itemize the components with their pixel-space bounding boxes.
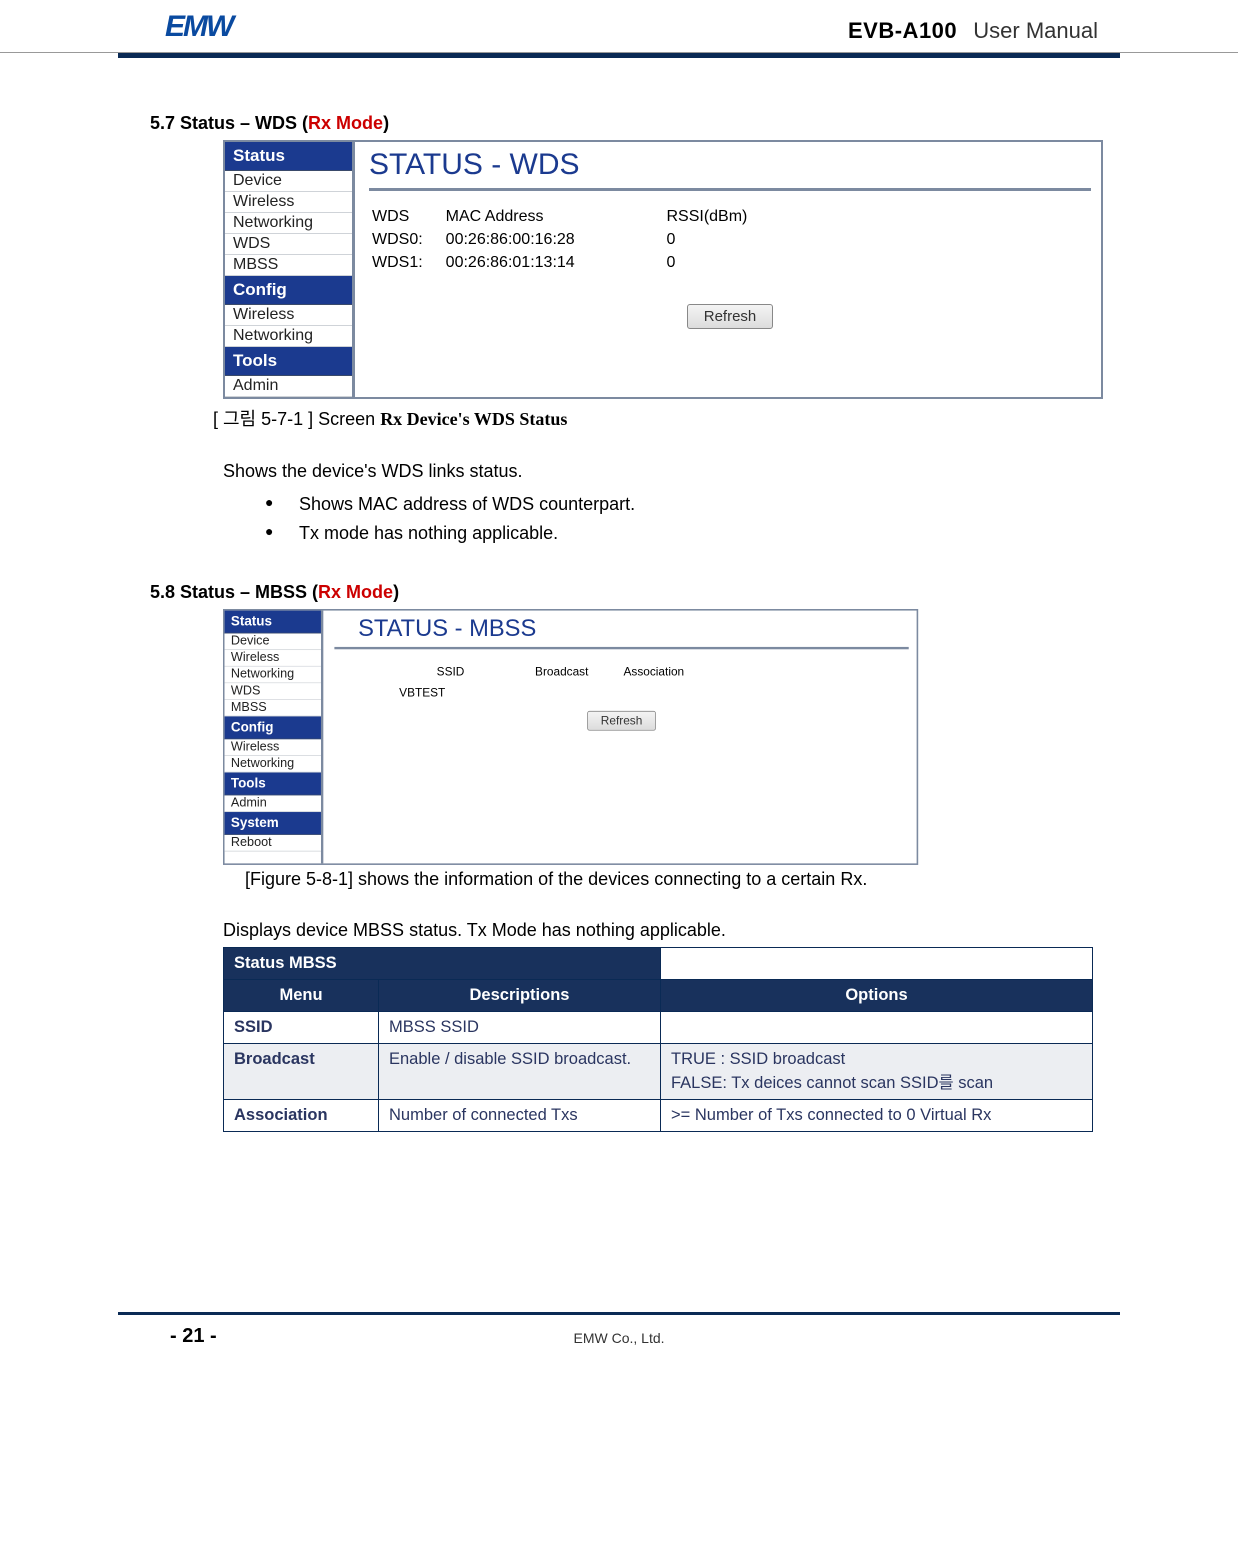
section-57-prefix: 5.7 Status – WDS (: [150, 113, 308, 133]
sb-item[interactable]: Device: [225, 633, 321, 650]
section-57-suffix: ): [383, 113, 389, 133]
screenshot-wds: Status Device Wireless Networking WDS MB…: [223, 140, 1103, 399]
header-right: EVB-A100 User Manual: [848, 18, 1098, 44]
cell-opt: [661, 1012, 1093, 1044]
table-title-empty: [661, 948, 1093, 980]
content: 5.7 Status – WDS (Rx Mode) Status Device…: [0, 58, 1238, 1132]
col-desc: Descriptions: [379, 980, 661, 1012]
sb-item[interactable]: Wireless: [225, 739, 321, 756]
sb-item[interactable]: Wireless: [225, 305, 352, 326]
sb-item[interactable]: Device: [225, 171, 352, 192]
sb-item[interactable]: Networking: [225, 326, 352, 347]
sb-item[interactable]: MBSS: [225, 255, 352, 276]
col-opt: Options: [661, 980, 1093, 1012]
footer-rule: [118, 1312, 1120, 1315]
page: EMW EVB-A100 User Manual 5.7 Status – WD…: [0, 0, 1238, 1386]
sb-item[interactable]: WDS: [225, 234, 352, 255]
cell: WDS1:: [371, 253, 443, 274]
bullet-item: Shows MAC address of WDS counterpart.: [265, 490, 1098, 519]
page-header: EMW EVB-A100 User Manual: [0, 0, 1238, 52]
mbss-main: STATUS - MBSS SSID Broadcast Association…: [323, 611, 916, 864]
col-rssi: RSSI(dBm): [665, 207, 767, 228]
col-broadcast: Broadcast: [535, 662, 622, 682]
section-title-58: 5.8 Status – MBSS (Rx Mode): [150, 582, 1098, 603]
mbss-ui-title: STATUS - MBSS: [334, 615, 908, 649]
table-row: WDS0: 00:26:86:00:16:28 0: [371, 230, 767, 251]
mbss-sidebar: Status Device Wireless Networking WDS MB…: [225, 611, 324, 864]
refresh-button[interactable]: Refresh: [687, 304, 774, 329]
sb-status-hdr: Status: [225, 142, 352, 171]
sb-status-hdr: Status: [225, 611, 321, 634]
cell: 00:26:86:00:16:28: [445, 230, 664, 251]
sb-item[interactable]: Networking: [225, 756, 321, 773]
caption-prefix: [ 그림 5-7-1 ] Screen: [213, 409, 380, 429]
sb-item[interactable]: Networking: [225, 213, 352, 234]
section-title-57: 5.7 Status – WDS (Rx Mode): [150, 113, 1098, 134]
col-mac: MAC Address: [445, 207, 664, 228]
table-title: Status MBSS: [224, 948, 661, 980]
section-58-rx: Rx Mode: [318, 582, 393, 602]
wds-ui-title: STATUS - WDS: [369, 148, 1091, 191]
sb-config-hdr: Config: [225, 276, 352, 305]
product-name: EVB-A100: [848, 18, 957, 43]
cell-opt: >= Number of Txs connected to 0 Virtual …: [661, 1100, 1093, 1132]
cell-menu: Association: [224, 1100, 379, 1132]
sb-tools-hdr: Tools: [225, 347, 352, 376]
section-58-prefix: 5.8 Status – MBSS (: [150, 582, 318, 602]
table-row: SSID MBSS SSID: [224, 1012, 1093, 1044]
sb-item[interactable]: WDS: [225, 683, 321, 700]
section57-paragraph: Shows the device's WDS links status.: [223, 461, 1098, 482]
sb-config-hdr: Config: [225, 716, 321, 739]
col-wds: WDS: [371, 207, 443, 228]
sb-item[interactable]: Admin: [225, 376, 352, 397]
col-ssid: SSID: [399, 662, 533, 682]
section-57-rx: Rx Mode: [308, 113, 383, 133]
sb-item[interactable]: Reboot: [225, 835, 321, 852]
table-row: VBTEST: [399, 683, 716, 703]
cell: 0: [665, 230, 767, 251]
sb-item[interactable]: Networking: [225, 667, 321, 684]
sb-item[interactable]: MBSS: [225, 700, 321, 717]
col-menu: Menu: [224, 980, 379, 1012]
section57-bullets: Shows MAC address of WDS counterpart. Tx…: [265, 490, 1098, 548]
cell: 0: [665, 253, 767, 274]
wds-main: STATUS - WDS WDS MAC Address RSSI(dBm) W…: [355, 142, 1101, 397]
figure-caption-581: [Figure 5-8-1] shows the information of …: [245, 869, 1098, 890]
table-row: Association Number of connected Txs >= N…: [224, 1100, 1093, 1132]
section-58-suffix: ): [393, 582, 399, 602]
mbss-table: SSID Broadcast Association VBTEST: [398, 660, 718, 704]
doc-type: User Manual: [973, 18, 1098, 43]
wds-table: WDS MAC Address RSSI(dBm) WDS0: 00:26:86…: [369, 205, 769, 276]
figure-caption-571: [ 그림 5-7-1 ] Screen Rx Device's WDS Stat…: [213, 405, 1098, 431]
sb-item[interactable]: Wireless: [225, 650, 321, 667]
table-row: WDS1: 00:26:86:01:13:14 0: [371, 253, 767, 274]
sb-item[interactable]: Admin: [225, 795, 321, 812]
cell-menu: SSID: [224, 1012, 379, 1044]
cell-desc: MBSS SSID: [379, 1012, 661, 1044]
cell-opt: TRUE : SSID broadcast FALSE: Tx deices c…: [661, 1044, 1093, 1100]
bullet-item: Tx mode has nothing applicable.: [265, 519, 1098, 548]
cell-ssid: VBTEST: [399, 683, 533, 703]
cell: WDS0:: [371, 230, 443, 251]
wds-sidebar: Status Device Wireless Networking WDS MB…: [225, 142, 355, 397]
refresh-wrap: Refresh: [369, 304, 1091, 329]
cell-desc: Enable / disable SSID broadcast.: [379, 1044, 661, 1100]
logo-text: EMW: [165, 10, 232, 44]
sb-tools-hdr: Tools: [225, 773, 321, 796]
refresh-wrap: Refresh: [334, 711, 908, 731]
caption-bold: Rx Device's WDS Status: [380, 409, 567, 429]
screenshot-mbss: Status Device Wireless Networking WDS MB…: [223, 609, 918, 865]
status-mbss-table: Status MBSS Menu Descriptions Options SS…: [223, 947, 1093, 1132]
refresh-button[interactable]: Refresh: [587, 711, 655, 731]
cell-desc: Number of connected Txs: [379, 1100, 661, 1132]
sb-system-hdr: System: [225, 812, 321, 835]
cell: 00:26:86:01:13:14: [445, 253, 664, 274]
table-row: Broadcast Enable / disable SSID broadcas…: [224, 1044, 1093, 1100]
sb-item[interactable]: Wireless: [225, 192, 352, 213]
cell-menu: Broadcast: [224, 1044, 379, 1100]
section58-paragraph: Displays device MBSS status. Tx Mode has…: [223, 920, 1098, 941]
col-association: Association: [624, 662, 716, 682]
